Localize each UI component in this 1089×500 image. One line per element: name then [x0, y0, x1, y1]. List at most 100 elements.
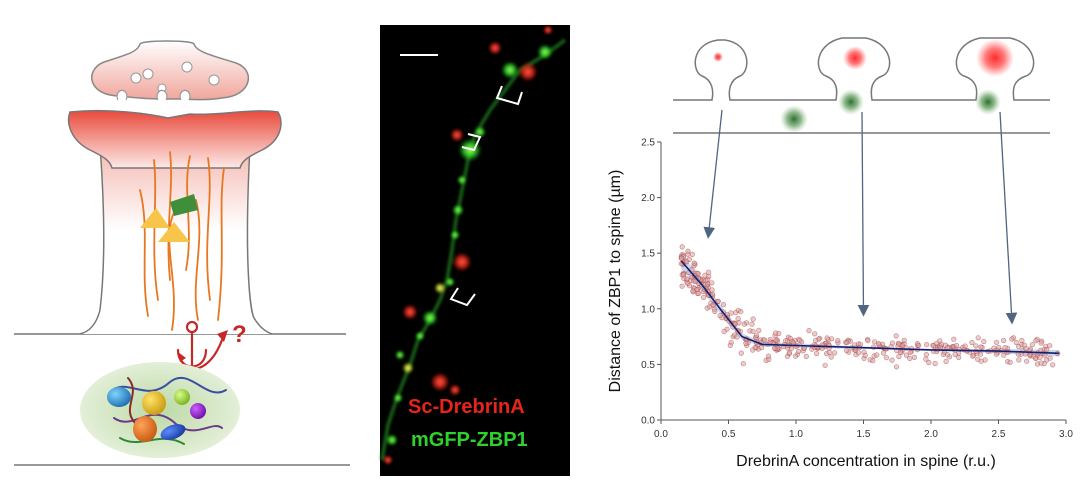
spine-red-spot-large	[976, 39, 1014, 77]
scatter-point	[952, 351, 958, 358]
green-block	[170, 194, 198, 216]
x-tick-label: 0.0	[654, 429, 668, 440]
scatter-point	[1043, 347, 1050, 353]
spine-head	[67, 109, 282, 169]
scatter-point	[826, 349, 832, 355]
fluorescent-punctum	[543, 25, 553, 35]
scatter-point	[916, 342, 922, 348]
scatter-point	[893, 364, 900, 370]
scatter-point	[993, 339, 1000, 345]
scatter-point	[943, 358, 949, 365]
scatter-point	[806, 328, 812, 334]
fluorescent-punctum	[450, 128, 464, 142]
scatter-point	[772, 330, 779, 336]
scatter-point	[684, 276, 690, 282]
scatter-point	[753, 332, 760, 338]
scatter-point	[969, 339, 975, 346]
scatter-point	[732, 321, 738, 327]
scatter-point	[684, 259, 690, 265]
vesicle	[181, 61, 193, 73]
micrograph-panel: Sc-DrebrinA mGFP-ZBP1	[380, 25, 570, 476]
scatter-point	[734, 334, 740, 340]
x-tick-label: 1.5	[857, 429, 871, 440]
scatter-point	[691, 260, 697, 266]
scatter-plot: 0.0 0.5 1.0 1.5 2.0 2.5 3.0 0.0 0.5 1.0 1.5 2.0 2.5…	[607, 109, 1073, 470]
scatter-point	[1016, 344, 1022, 350]
scatter-point	[953, 342, 960, 349]
scatter-point	[1029, 342, 1035, 348]
scatter-point	[812, 331, 818, 337]
zbp1-spot-far	[780, 105, 808, 133]
fluorescent-punctum	[445, 277, 455, 287]
drebrin-triangle	[140, 208, 170, 228]
scatter-point	[1019, 337, 1025, 344]
scatter-point	[970, 353, 976, 359]
label-drebrin: Sc-DrebrinA	[408, 396, 525, 418]
scatter-point	[797, 337, 803, 344]
zbp1-spot-near	[975, 89, 1001, 115]
scatter-point	[975, 335, 981, 341]
label-zbp1: mGFP-ZBP1	[411, 429, 528, 451]
scatter-point	[728, 310, 734, 316]
y-tick-label: 2.5	[641, 138, 655, 149]
scatter-point	[750, 316, 756, 322]
scatter-point	[678, 255, 685, 261]
scatter-point	[1038, 340, 1044, 346]
vesicle	[208, 74, 220, 86]
spine-neck-wall-right	[246, 145, 273, 335]
drebrin-triangle	[158, 222, 190, 242]
scatter-point	[1037, 354, 1043, 360]
scatter-point	[1024, 358, 1030, 364]
scatter-point	[1038, 360, 1044, 366]
scatter-point	[883, 355, 890, 361]
spine-red-spot-small	[713, 52, 723, 62]
scatter-point	[907, 349, 913, 355]
scatter-point	[862, 352, 868, 359]
scatter-point	[1050, 362, 1056, 368]
spine-bracket	[461, 133, 482, 152]
spine-schematic: ?	[14, 40, 350, 466]
y-tick-label: 0.0	[641, 416, 655, 427]
scatter-point	[926, 359, 932, 366]
fluorescent-punctum	[452, 252, 472, 272]
scatter-point	[1013, 339, 1019, 346]
neurite-fluorescence	[380, 25, 567, 465]
actin-filament	[206, 157, 211, 301]
protein-navy	[160, 424, 186, 440]
fluorescent-punctum	[449, 384, 461, 396]
scatter-point	[743, 340, 749, 346]
scatter-point	[766, 356, 772, 363]
fluorescent-punctum	[474, 126, 486, 138]
scatter-point	[1047, 355, 1053, 361]
spine-red-spot-medium	[843, 46, 867, 70]
scatter-point	[680, 272, 687, 278]
actin-filament	[139, 189, 149, 317]
scatter-point	[844, 340, 850, 346]
scatter-point	[738, 350, 744, 356]
scatter-point	[705, 269, 712, 275]
protein-yellow	[142, 391, 166, 415]
scatter-point	[951, 336, 957, 342]
x-tick-label: 0.5	[722, 429, 736, 440]
protein-purple	[190, 403, 206, 419]
scatter-point	[767, 339, 773, 345]
y-axis-title: Distance of ZBP1 to spine (µm)	[607, 170, 624, 393]
fluorescent-punctum	[434, 282, 446, 294]
scatter-point	[901, 337, 907, 344]
scatter-point	[735, 316, 741, 322]
fluorescent-punctum	[488, 41, 502, 55]
fluorescent-punctum	[457, 175, 467, 185]
zbp1-spot-mid	[838, 89, 864, 115]
fluorescent-punctum	[450, 230, 460, 240]
spine-brackets	[449, 85, 523, 307]
scatter-point	[749, 321, 755, 327]
schematic-arrow	[857, 111, 870, 317]
scatter-point	[741, 321, 747, 327]
x-axis-title: DrebrinA concentration in spine (r.u.)	[736, 453, 996, 470]
scatter-point	[923, 342, 930, 348]
scatter-point	[1033, 338, 1039, 344]
spine-neck-wall-left	[79, 145, 105, 335]
scatter-point	[685, 280, 691, 286]
anchor-fluke-left	[178, 352, 186, 362]
scatter-point	[1021, 342, 1027, 348]
